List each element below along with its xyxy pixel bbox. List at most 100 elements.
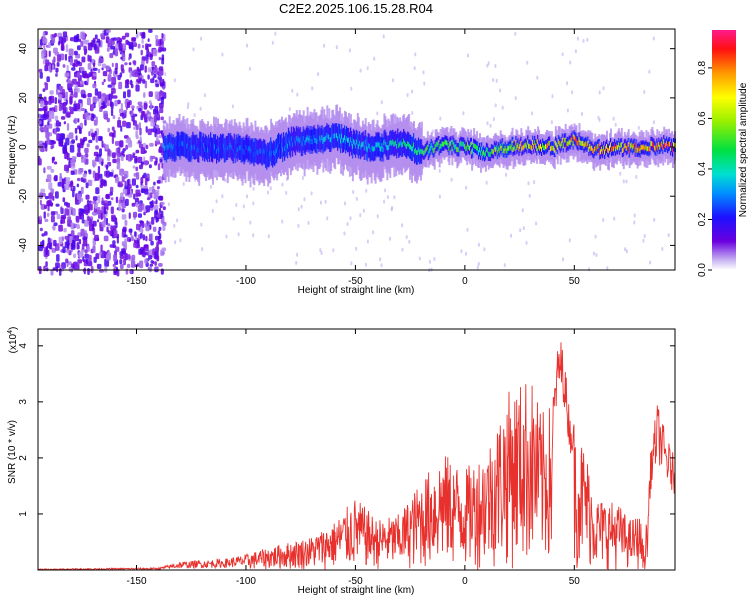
spectrogram-noise-cell	[110, 197, 114, 201]
spectrogram-noise-cell	[87, 42, 93, 51]
spectrogram-speckle-cell	[533, 180, 536, 185]
spectrogram-speckle-cell	[476, 265, 479, 270]
spectrogram-noise-cell	[65, 258, 69, 264]
spectrogram-noise-cell	[106, 47, 110, 52]
spectrogram-noise-cell	[39, 227, 43, 232]
spectrogram-noise-cell	[65, 99, 68, 105]
y-tick-label: -20	[18, 189, 29, 204]
spectrogram-speckle-cell	[487, 61, 490, 66]
spectrogram-noise-cell	[65, 112, 71, 118]
spectrogram-noise-cell	[130, 110, 134, 118]
spectrogram-noise-cell	[145, 58, 149, 64]
spectrogram-noise-cell	[66, 134, 69, 139]
spectrogram-speckle-cell	[494, 64, 497, 68]
spectrogram-noise-cell	[92, 196, 98, 201]
spectrogram-noise-cell	[110, 40, 115, 45]
spectrogram-noise-cell	[39, 93, 42, 98]
spectrogram-noise-cell	[159, 82, 165, 86]
spectrogram-noise-cell	[87, 179, 93, 186]
spectrogram-noise-cell	[150, 78, 155, 84]
spectrogram-noise-cell	[70, 230, 75, 237]
spectrogram-noise-cell	[85, 194, 90, 200]
spectrogram-noise-cell	[47, 199, 52, 207]
spectrogram-noise-cell	[62, 31, 68, 38]
spectrogram-noise-cell	[72, 208, 76, 217]
spectrogram-speckle-cell	[535, 221, 538, 226]
spectrogram-noise-cell	[96, 263, 102, 269]
spectrogram-speckle-cell	[235, 203, 238, 207]
spectrogram-noise-cell	[55, 127, 60, 132]
spectrogram-noise-cell	[115, 62, 118, 70]
spectrogram-noise-cell	[40, 204, 46, 210]
spectrogram-speckle-cell	[393, 195, 396, 200]
spectrogram-speckle-cell	[209, 184, 212, 189]
spectrogram-noise-cell	[140, 161, 145, 165]
spectrogram-noise-cell	[152, 49, 158, 57]
spectrogram-noise-cell	[107, 127, 110, 133]
colorbar-gradient	[712, 30, 736, 270]
spectrogram-noise-cell	[50, 145, 53, 150]
spectrogram-noise-cell	[115, 176, 120, 184]
spectrogram-speckle-cell	[297, 223, 300, 228]
spectrogram-noise-cell	[92, 96, 97, 104]
spectrogram-noise-cell	[103, 200, 109, 204]
spectrogram-speckle-cell	[642, 238, 645, 243]
spectrogram-noise-cell	[74, 223, 77, 228]
spectrogram-noise-cell	[44, 231, 48, 236]
spectrogram-noise-cell	[92, 114, 96, 119]
spectrogram-noise-cell	[94, 88, 98, 96]
spectrogram-noise-cell	[75, 103, 80, 110]
spectrogram-noise-cell	[103, 235, 109, 242]
spectrogram-speckle-cell	[296, 92, 299, 97]
spectrogram-noise-cell	[104, 97, 107, 104]
x-tick-label: 50	[569, 276, 581, 287]
spectrogram-speckle-cell	[566, 108, 569, 113]
spectrogram-speckle-cell	[242, 204, 245, 209]
spectrogram-noise-cell	[137, 213, 142, 218]
spectrogram-noise-cell	[162, 206, 166, 211]
spectrogram-speckle-cell	[383, 199, 386, 204]
spectrogram-noise-cell	[80, 89, 85, 95]
spectrogram-noise-cell	[92, 220, 97, 227]
spectrogram-speckle-cell	[414, 52, 417, 57]
spectrogram-speckle-cell	[462, 111, 465, 116]
spectrogram-noise-cell	[60, 43, 64, 51]
spectrogram-noise-cell	[98, 157, 102, 165]
spectrogram-noise-cell	[147, 67, 152, 73]
spectrogram-noise-cell	[87, 203, 93, 211]
spectrogram-noise-cell	[83, 45, 87, 51]
spectrogram-noise-cell	[53, 47, 58, 54]
spectrogram-noise-cell	[55, 67, 59, 73]
spectrogram-speckle-cell	[633, 213, 636, 218]
spectrogram-speckle-cell	[613, 216, 616, 221]
spectrogram-speckle-cell	[382, 34, 385, 39]
spectrogram-noise-cell	[55, 203, 60, 207]
spectrogram-speckle-cell	[576, 36, 579, 41]
spectrogram-noise-cell	[48, 42, 51, 49]
spectrogram-speckle-cell	[653, 217, 656, 222]
colorbar-tick-label: 0.6	[697, 111, 708, 125]
spectrogram-noise-cell	[115, 196, 119, 204]
spectrogram-speckle-cell	[411, 111, 414, 115]
spectrogram-noise-cell	[71, 239, 75, 248]
spectrogram-noise-cell	[135, 201, 139, 208]
spectrogram-noise-cell	[58, 224, 63, 232]
spectrogram-speckle-cell	[489, 123, 492, 128]
spectrogram-noise-cell	[122, 148, 127, 152]
spectrogram-speckle-cell	[186, 105, 189, 110]
spectrogram-noise-cell	[92, 83, 97, 89]
spectrogram-noise-cell	[116, 269, 120, 277]
spectrogram-noise-cell	[101, 161, 104, 166]
spectrogram-noise-cell	[122, 115, 125, 120]
spectrogram-speckle-cell	[252, 201, 255, 206]
snr-panel: -150 -100 -50 0 50 1 2 3 4 Height of straight l…	[7, 327, 676, 596]
spectrogram-noise-cell	[133, 193, 136, 200]
spectrogram-noise-cell	[115, 141, 120, 146]
spectrogram-noise-cell	[88, 170, 92, 175]
x-tick-label: 0	[462, 276, 468, 287]
spectrogram-frame	[37, 28, 676, 271]
spectrogram-speckle-cell	[376, 111, 379, 116]
spectrogram-noise-cell	[110, 108, 114, 116]
spectrogram-noise-cell	[56, 213, 61, 220]
spectrogram-noise-cell	[77, 125, 81, 130]
